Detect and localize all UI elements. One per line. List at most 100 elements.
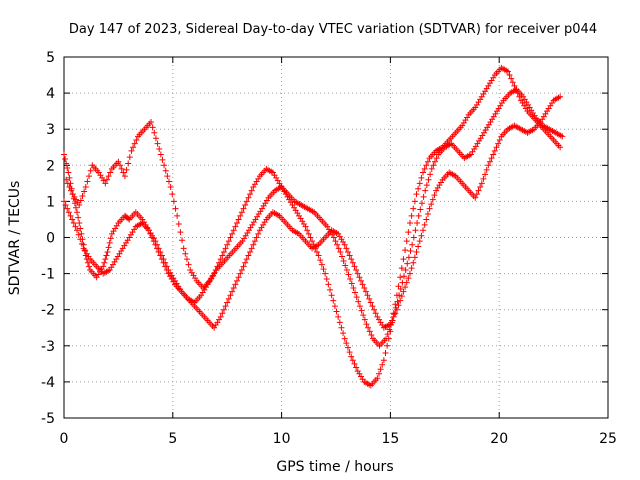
data-point [391, 311, 398, 318]
data-point [77, 197, 84, 204]
data-point [243, 198, 250, 205]
data-point [341, 241, 348, 248]
data-point [379, 361, 386, 368]
y-tick-label: -2 [41, 303, 55, 319]
data-point [64, 165, 71, 172]
data-point [115, 158, 122, 165]
data-point [365, 324, 372, 331]
data-point [394, 298, 401, 305]
data-point [418, 200, 425, 207]
data-point [229, 288, 236, 295]
data-point [405, 254, 412, 261]
data-point [426, 205, 433, 212]
data-point [317, 257, 324, 264]
x-axis-label: GPS time / hours [276, 459, 393, 475]
data-point [117, 162, 124, 169]
data-point [478, 180, 485, 187]
data-point [430, 162, 437, 169]
data-point [348, 256, 355, 263]
data-point [325, 281, 332, 288]
data-point [103, 176, 110, 183]
data-point [401, 273, 407, 280]
data-point [349, 259, 356, 266]
data-point [421, 221, 428, 228]
data-point [428, 165, 435, 172]
y-axis-label: SDTVAR / TECUs [7, 181, 23, 296]
data-point [247, 248, 254, 255]
data-point [483, 166, 490, 173]
data-point [232, 223, 239, 230]
data-point [170, 198, 177, 205]
data-point [253, 234, 260, 241]
data-point [133, 137, 140, 144]
data-point [185, 261, 192, 268]
data-point [405, 275, 412, 282]
data-point [64, 180, 71, 187]
data-point [107, 169, 114, 176]
data-point [403, 279, 410, 286]
data-point [354, 270, 361, 277]
data-point [106, 239, 113, 246]
data-point [360, 312, 367, 319]
data-point [393, 306, 400, 313]
data-point [123, 166, 130, 173]
data-point [148, 118, 155, 125]
data-point [121, 173, 128, 180]
data-point [359, 281, 366, 288]
data-point [101, 259, 108, 266]
data-point [65, 169, 72, 176]
data-point [152, 238, 159, 245]
data-point [409, 241, 416, 248]
data-point [330, 297, 337, 304]
data-point [348, 280, 355, 287]
data-point [334, 241, 341, 248]
data-point [473, 191, 480, 198]
data-point [159, 156, 166, 163]
data-point [384, 331, 391, 338]
data-point [495, 140, 502, 147]
data-point [366, 328, 373, 335]
data-point [315, 252, 322, 259]
data-point [118, 165, 125, 172]
data-point [330, 234, 337, 241]
data-point [410, 259, 417, 266]
data-point [248, 245, 255, 252]
data-point [78, 240, 85, 247]
data-point [384, 342, 391, 349]
data-point [411, 198, 418, 205]
data-point [309, 238, 316, 245]
data-point [255, 230, 262, 237]
data-point [400, 256, 407, 263]
chart-title: Day 147 of 2023, Sidereal Day-to-day VTE… [69, 22, 597, 37]
data-point [167, 183, 174, 190]
data-point [68, 187, 75, 194]
data-point [240, 205, 247, 212]
x-tick-label: 10 [273, 431, 291, 447]
data-point [415, 243, 422, 250]
data-point [105, 173, 112, 180]
data-point [415, 212, 422, 219]
data-point [172, 205, 179, 212]
data-point [169, 191, 176, 198]
data-point [355, 298, 362, 305]
data-point [237, 212, 244, 219]
data-point [402, 266, 409, 273]
data-point [152, 135, 159, 142]
y-tick-label: 3 [46, 122, 55, 138]
data-point [380, 357, 387, 364]
data-point [423, 182, 430, 189]
data-point [131, 140, 138, 147]
series-track-b [63, 86, 566, 349]
data-point [431, 192, 438, 199]
y-tick-label: -1 [41, 267, 55, 283]
data-point [103, 252, 110, 259]
data-point [227, 292, 234, 299]
data-point [356, 274, 363, 281]
data-point [335, 245, 342, 252]
data-point [66, 183, 73, 190]
data-point [177, 229, 184, 236]
data-point [240, 263, 247, 270]
data-point [477, 183, 484, 190]
data-point [71, 200, 78, 207]
data-point [432, 158, 439, 165]
